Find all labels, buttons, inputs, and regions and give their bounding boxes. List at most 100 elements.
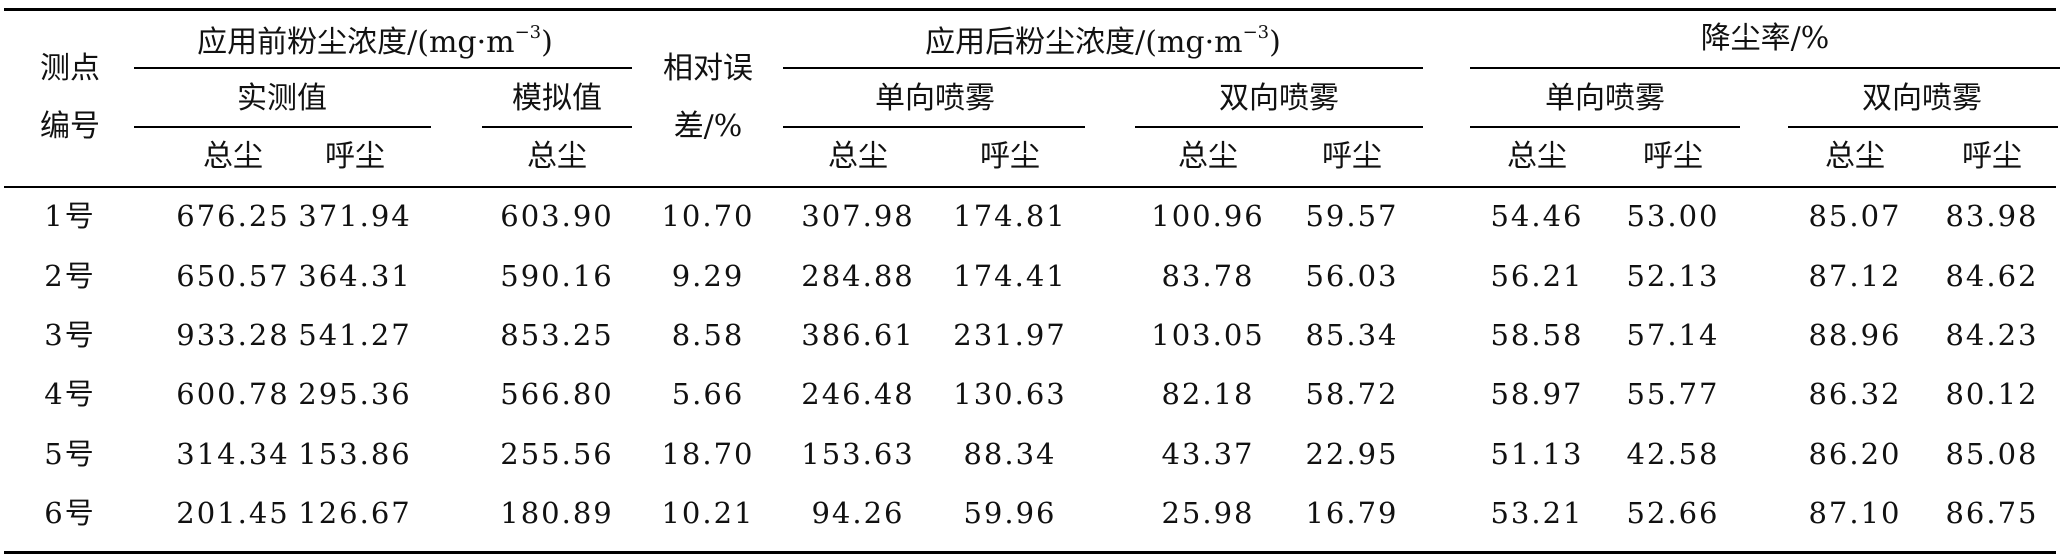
cell-before-resp: 295.36 (298, 377, 412, 411)
cell-simulated-total: 853.25 (500, 318, 614, 352)
cell-simulated-total: 590.16 (500, 259, 614, 293)
header-resp-dust-double: 呼尘 (1322, 139, 1382, 174)
cell-single-total: 307.98 (801, 199, 915, 233)
cell-red-single-resp: 52.13 (1626, 259, 1720, 293)
table-top-rule (4, 8, 2056, 11)
header-total-dust-double: 总尘 (1178, 139, 1238, 174)
cell-red-single-total: 58.58 (1490, 318, 1584, 352)
cell-single-total: 284.88 (801, 259, 915, 293)
cell-double-total: 103.05 (1151, 318, 1265, 352)
cell-red-single-resp: 52.66 (1626, 496, 1720, 530)
reduction-double-rule (1788, 126, 2058, 128)
header-resp-dust-single: 呼尘 (980, 139, 1040, 174)
cell-single-total: 153.63 (801, 437, 915, 471)
cell-double-total: 100.96 (1151, 199, 1265, 233)
cell-relative-error: 10.21 (661, 496, 755, 530)
cell-red-single-resp: 57.14 (1626, 318, 1720, 352)
cell-single-total: 94.26 (811, 496, 905, 530)
single-spray-rule (783, 126, 1085, 128)
cell-double-resp: 59.57 (1305, 199, 1399, 233)
header-reduction-single: 单向喷雾 (1545, 81, 1665, 116)
cell-red-double-total: 85.07 (1808, 199, 1902, 233)
table-bottom-rule (4, 551, 2056, 554)
header-total-dust-red-double: 总尘 (1825, 139, 1885, 174)
header-before-group: 应用前粉尘浓度/(mg·m−3) (197, 22, 553, 60)
cell-red-double-resp: 80.12 (1945, 377, 2039, 411)
cell-before-resp: 126.67 (298, 496, 412, 530)
header-total-dust-measured: 总尘 (203, 139, 263, 174)
header-error-line2: 差/% (673, 109, 743, 144)
cell-double-resp: 16.79 (1305, 496, 1399, 530)
cell-red-single-total: 56.21 (1490, 259, 1584, 293)
cell-before-total: 201.45 (176, 496, 290, 530)
header-total-dust-red-single: 总尘 (1507, 139, 1567, 174)
after-group-rule (783, 67, 1423, 69)
header-simulated: 模拟值 (512, 81, 602, 116)
cell-single-resp: 231.97 (953, 318, 1067, 352)
header-reduction-group: 降尘率/% (1700, 21, 1830, 56)
cell-before-total: 314.34 (176, 437, 290, 471)
header-resp-dust-red-double: 呼尘 (1962, 139, 2022, 174)
header-double-spray: 双向喷雾 (1219, 81, 1339, 116)
cell-single-resp: 174.81 (953, 199, 1067, 233)
cell-red-double-resp: 83.98 (1945, 199, 2039, 233)
cell-red-double-total: 88.96 (1808, 318, 1902, 352)
cell-before-total: 676.25 (176, 199, 290, 233)
cell-before-resp: 371.94 (298, 199, 412, 233)
cell-single-resp: 174.41 (953, 259, 1067, 293)
cell-before-total: 650.57 (176, 259, 290, 293)
header-resp-dust-red-single: 呼尘 (1643, 139, 1703, 174)
cell-double-resp: 58.72 (1305, 377, 1399, 411)
header-total-dust-single: 总尘 (828, 139, 888, 174)
cell-red-single-total: 51.13 (1490, 437, 1584, 471)
before-group-rule (134, 67, 632, 69)
cell-relative-error: 18.70 (661, 437, 755, 471)
cell-red-single-resp: 55.77 (1626, 377, 1720, 411)
cell-simulated-total: 255.56 (500, 437, 614, 471)
cell-simulated-total: 566.80 (500, 377, 614, 411)
cell-red-double-total: 86.32 (1808, 377, 1902, 411)
header-bottom-rule (4, 186, 2056, 188)
cell-double-resp: 85.34 (1305, 318, 1399, 352)
header-reduction-double: 双向喷雾 (1862, 81, 1982, 116)
cell-red-single-total: 53.21 (1490, 496, 1584, 530)
cell-red-double-total: 86.20 (1808, 437, 1902, 471)
header-after-group: 应用后粉尘浓度/(mg·m−3) (925, 22, 1281, 60)
cell-relative-error: 8.58 (671, 318, 745, 352)
header-total-dust-simulated: 总尘 (527, 139, 587, 174)
cell-double-resp: 56.03 (1305, 259, 1399, 293)
cell-point: 5号 (44, 437, 96, 471)
cell-before-resp: 541.27 (298, 318, 412, 352)
cell-double-total: 83.78 (1161, 259, 1255, 293)
cell-red-double-total: 87.12 (1808, 259, 1902, 293)
cell-simulated-total: 603.90 (500, 199, 614, 233)
measured-rule (134, 126, 431, 128)
cell-single-resp: 59.96 (963, 496, 1057, 530)
cell-red-single-resp: 42.58 (1626, 437, 1720, 471)
header-point-line1: 测点 (40, 51, 100, 86)
header-error-line1: 相对误 (663, 51, 753, 86)
cell-red-double-resp: 84.23 (1945, 318, 2039, 352)
header-measured: 实测值 (237, 81, 327, 116)
cell-red-single-total: 58.97 (1490, 377, 1584, 411)
cell-red-single-total: 54.46 (1490, 199, 1584, 233)
cell-red-double-total: 87.10 (1808, 496, 1902, 530)
cell-before-total: 600.78 (176, 377, 290, 411)
cell-point: 4号 (44, 377, 96, 411)
cell-single-total: 386.61 (801, 318, 915, 352)
cell-relative-error: 9.29 (671, 259, 745, 293)
double-spray-rule (1135, 126, 1423, 128)
header-resp-dust-measured: 呼尘 (325, 139, 385, 174)
cell-point: 6号 (44, 496, 96, 530)
cell-double-total: 25.98 (1161, 496, 1255, 530)
cell-point: 3号 (44, 318, 96, 352)
cell-double-resp: 22.95 (1305, 437, 1399, 471)
cell-simulated-total: 180.89 (500, 496, 614, 530)
cell-before-resp: 153.86 (298, 437, 412, 471)
cell-red-single-resp: 53.00 (1626, 199, 1720, 233)
cell-before-total: 933.28 (176, 318, 290, 352)
cell-single-resp: 88.34 (963, 437, 1057, 471)
cell-double-total: 82.18 (1161, 377, 1255, 411)
reduction-single-rule (1470, 126, 1740, 128)
cell-red-double-resp: 86.75 (1945, 496, 2039, 530)
